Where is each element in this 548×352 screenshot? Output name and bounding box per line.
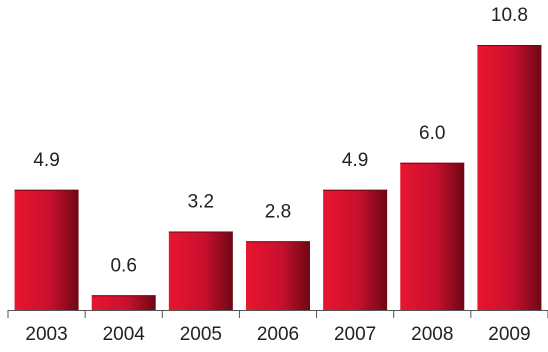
- bar-2008: [400, 162, 465, 310]
- value-label-2004: 0.6: [110, 255, 136, 276]
- bar-2007: [323, 189, 388, 310]
- bar-2006: [245, 241, 310, 310]
- tick-label-2005: 2005: [180, 324, 222, 345]
- tick-label-2006: 2006: [257, 324, 299, 345]
- bar-2009: [477, 45, 542, 310]
- bar-2003: [14, 189, 79, 310]
- value-label-2007: 4.9: [342, 150, 368, 171]
- value-label-2003: 4.9: [33, 150, 59, 171]
- value-label-2006: 2.8: [265, 201, 291, 222]
- value-label-2009: 10.8: [491, 5, 528, 26]
- bar-2005: [168, 231, 233, 310]
- x-axis-tick-labels: 2003 2004 2005 2006 2007 2008 2009: [25, 324, 530, 345]
- tick-label-2009: 2009: [488, 324, 530, 345]
- value-label-2008: 6.0: [419, 123, 445, 144]
- tick-label-2004: 2004: [103, 324, 146, 345]
- tick-label-2007: 2007: [334, 324, 376, 345]
- x-axis-ticks: [7, 310, 548, 318]
- tick-label-2008: 2008: [411, 324, 453, 345]
- tick-label-2003: 2003: [25, 324, 67, 345]
- value-labels-group: 4.9 0.6 3.2 2.8 4.9 6.0 10.8: [33, 5, 528, 276]
- value-label-2005: 3.2: [188, 191, 214, 212]
- bars-group: [14, 45, 542, 310]
- bar-2004: [91, 295, 156, 310]
